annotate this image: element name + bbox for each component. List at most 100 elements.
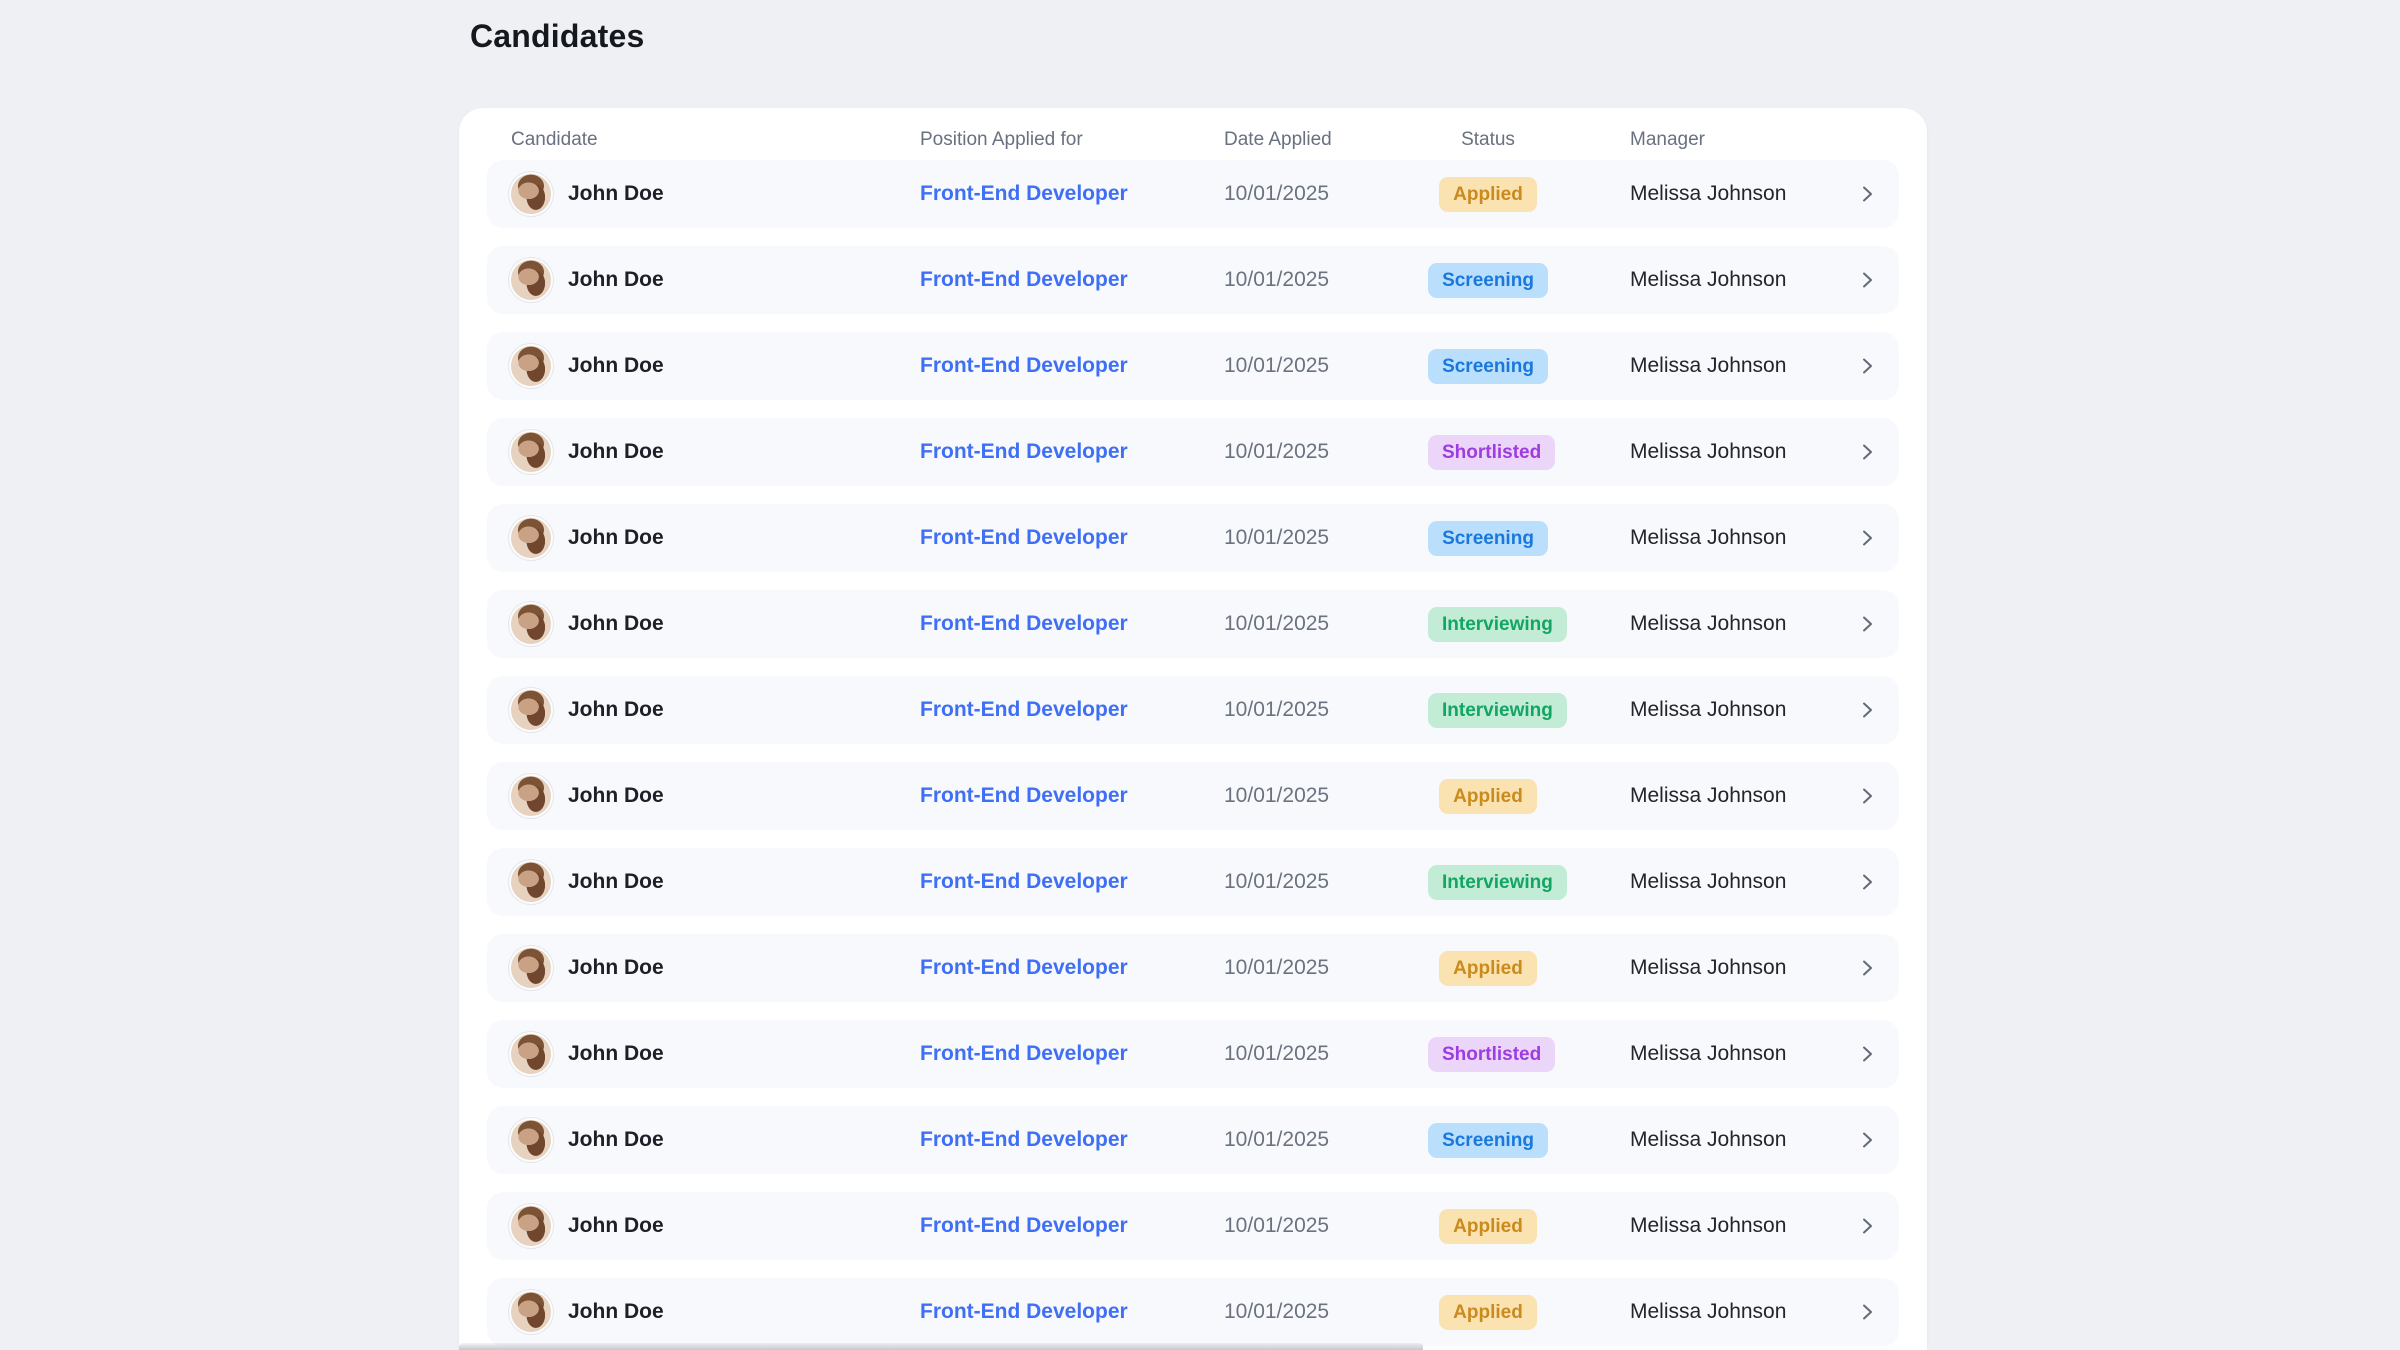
candidate-cell: John Doe (511, 174, 920, 214)
chevron-right-icon (1855, 698, 1879, 722)
column-header-status: Status (1461, 129, 1515, 150)
row-chevron[interactable] (1851, 354, 1879, 378)
candidate-cell: John Doe (511, 432, 920, 472)
row-chevron[interactable] (1851, 1042, 1879, 1066)
position-link[interactable]: Front-End Developer (920, 870, 1128, 893)
status-cell: Applied (1428, 950, 1548, 986)
candidate-name: John Doe (568, 268, 664, 291)
status-badge: Applied (1439, 950, 1537, 986)
row-chevron[interactable] (1851, 268, 1879, 292)
status-cell: Shortlisted (1428, 1036, 1556, 1072)
position-cell: Front-End Developer (920, 698, 1224, 722)
candidate-cell: John Doe (511, 1206, 920, 1246)
position-link[interactable]: Front-End Developer (920, 268, 1128, 291)
column-header-manager: Manager (1630, 129, 1705, 150)
manager-cell: Melissa Johnson (1630, 1128, 1787, 1151)
date-applied-cell: 10/01/2025 (1224, 612, 1330, 635)
table-row[interactable]: John Doe Front-End Developer 10/01/2025 … (487, 676, 1899, 744)
candidate-avatar (511, 948, 551, 988)
table-row[interactable]: John Doe Front-End Developer 10/01/2025 … (487, 160, 1899, 228)
row-chevron[interactable] (1851, 1300, 1879, 1324)
horizontal-scrollbar-thumb[interactable] (459, 1343, 1423, 1350)
table-row[interactable]: John Doe Front-End Developer 10/01/2025 … (487, 504, 1899, 572)
chevron-right-icon (1855, 182, 1879, 206)
table-row[interactable]: John Doe Front-End Developer 10/01/2025 … (487, 418, 1899, 486)
date-applied-cell: 10/01/2025 (1224, 182, 1330, 205)
chevron-right-icon (1855, 956, 1879, 980)
position-cell: Front-End Developer (920, 268, 1224, 292)
status-cell: Interviewing (1428, 606, 1567, 642)
candidate-avatar (511, 690, 551, 730)
position-link[interactable]: Front-End Developer (920, 956, 1128, 979)
row-chevron[interactable] (1851, 1128, 1879, 1152)
status-badge: Shortlisted (1428, 434, 1556, 470)
table-row[interactable]: John Doe Front-End Developer 10/01/2025 … (487, 1192, 1899, 1260)
table-row[interactable]: John Doe Front-End Developer 10/01/2025 … (487, 1278, 1899, 1346)
row-chevron[interactable] (1851, 870, 1879, 894)
position-link[interactable]: Front-End Developer (920, 182, 1128, 205)
table-row[interactable]: John Doe Front-End Developer 10/01/2025 … (487, 590, 1899, 658)
status-cell: Applied (1428, 1294, 1548, 1330)
position-link[interactable]: Front-End Developer (920, 1042, 1128, 1065)
table-row[interactable]: John Doe Front-End Developer 10/01/2025 … (487, 1020, 1899, 1088)
status-badge: Screening (1428, 1122, 1548, 1158)
date-applied-cell: 10/01/2025 (1224, 526, 1330, 549)
row-chevron[interactable] (1851, 526, 1879, 550)
manager-cell: Melissa Johnson (1630, 182, 1787, 205)
candidate-name: John Doe (568, 1214, 664, 1237)
table-row[interactable]: John Doe Front-End Developer 10/01/2025 … (487, 246, 1899, 314)
row-chevron[interactable] (1851, 440, 1879, 464)
date-applied-cell: 10/01/2025 (1224, 440, 1330, 463)
candidate-avatar (511, 260, 551, 300)
date-applied-cell: 10/01/2025 (1224, 698, 1330, 721)
row-chevron[interactable] (1851, 612, 1879, 636)
position-link[interactable]: Front-End Developer (920, 612, 1128, 635)
position-link[interactable]: Front-End Developer (920, 784, 1128, 807)
table-row[interactable]: John Doe Front-End Developer 10/01/2025 … (487, 1106, 1899, 1174)
candidate-cell: John Doe (511, 518, 920, 558)
table-body: John Doe Front-End Developer 10/01/2025 … (487, 160, 1899, 1346)
status-cell: Applied (1428, 176, 1548, 212)
position-link[interactable]: Front-End Developer (920, 1128, 1128, 1151)
chevron-right-icon (1855, 612, 1879, 636)
position-link[interactable]: Front-End Developer (920, 354, 1128, 377)
table-row[interactable]: John Doe Front-End Developer 10/01/2025 … (487, 762, 1899, 830)
row-chevron[interactable] (1851, 182, 1879, 206)
position-link[interactable]: Front-End Developer (920, 698, 1128, 721)
status-cell: Shortlisted (1428, 434, 1556, 470)
row-chevron[interactable] (1851, 956, 1879, 980)
manager-cell: Melissa Johnson (1630, 784, 1787, 807)
status-cell: Screening (1428, 1122, 1548, 1158)
table-row[interactable]: John Doe Front-End Developer 10/01/2025 … (487, 848, 1899, 916)
position-cell: Front-End Developer (920, 1214, 1224, 1238)
table-row[interactable]: John Doe Front-End Developer 10/01/2025 … (487, 934, 1899, 1002)
chevron-right-icon (1855, 1128, 1879, 1152)
candidate-cell: John Doe (511, 346, 920, 386)
status-cell: Screening (1428, 348, 1548, 384)
candidate-name: John Doe (568, 784, 664, 807)
position-link[interactable]: Front-End Developer (920, 1214, 1128, 1237)
position-link[interactable]: Front-End Developer (920, 440, 1128, 463)
table-header-row: Candidate Position Applied for Date Appl… (487, 108, 1899, 160)
candidate-cell: John Doe (511, 1034, 920, 1074)
row-chevron[interactable] (1851, 784, 1879, 808)
row-chevron[interactable] (1851, 698, 1879, 722)
row-chevron[interactable] (1851, 1214, 1879, 1238)
table-row[interactable]: John Doe Front-End Developer 10/01/2025 … (487, 332, 1899, 400)
candidate-name: John Doe (568, 956, 664, 979)
position-cell: Front-End Developer (920, 1128, 1224, 1152)
chevron-right-icon (1855, 1042, 1879, 1066)
candidate-avatar (511, 518, 551, 558)
date-applied-cell: 10/01/2025 (1224, 956, 1330, 979)
position-cell: Front-End Developer (920, 182, 1224, 206)
page-title: Candidates (470, 18, 645, 54)
manager-cell: Melissa Johnson (1630, 870, 1787, 893)
status-badge: Screening (1428, 520, 1548, 556)
position-link[interactable]: Front-End Developer (920, 1300, 1128, 1323)
chevron-right-icon (1855, 1300, 1879, 1324)
chevron-right-icon (1855, 440, 1879, 464)
chevron-right-icon (1855, 784, 1879, 808)
manager-cell: Melissa Johnson (1630, 354, 1787, 377)
position-link[interactable]: Front-End Developer (920, 526, 1128, 549)
position-cell: Front-End Developer (920, 956, 1224, 980)
